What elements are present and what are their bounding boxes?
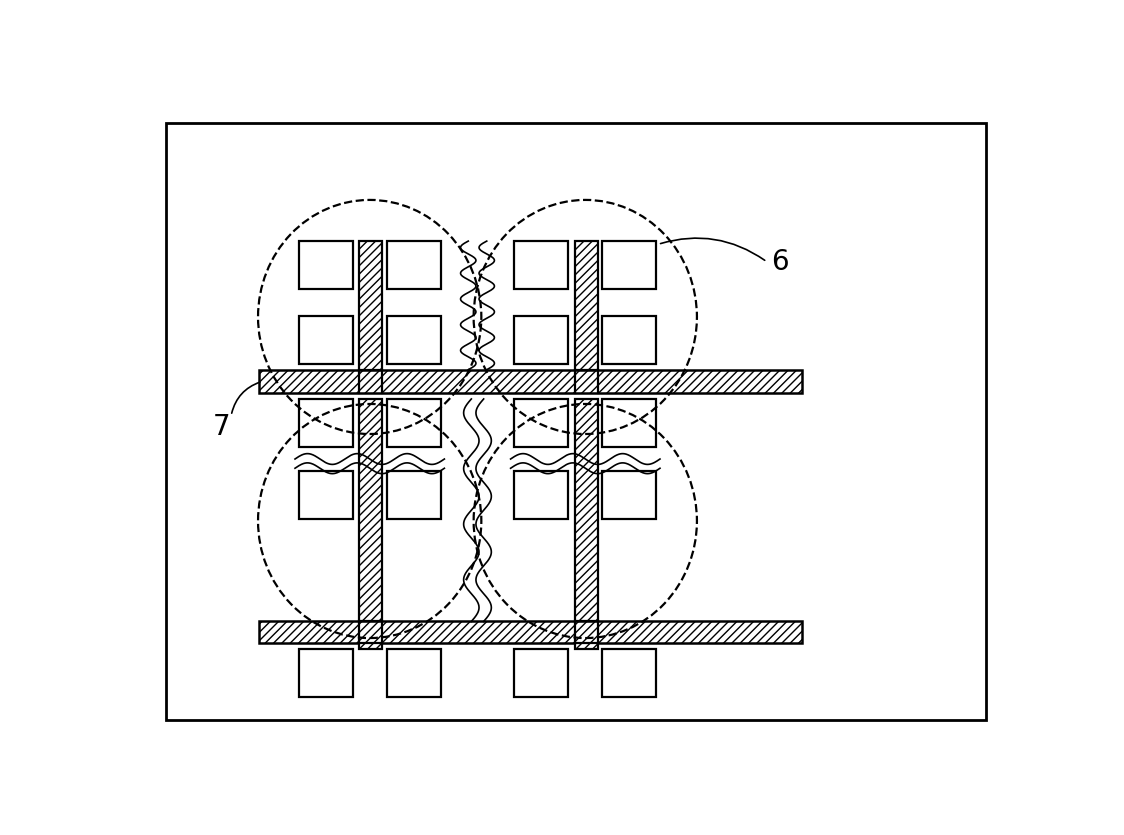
- Bar: [359, 643, 382, 649]
- Bar: [359, 399, 382, 621]
- Text: 7: 7: [214, 413, 230, 442]
- Bar: [387, 316, 441, 363]
- Bar: [515, 649, 569, 697]
- Bar: [602, 649, 656, 697]
- Bar: [574, 399, 598, 621]
- Bar: [574, 241, 598, 370]
- Bar: [387, 649, 441, 697]
- Bar: [299, 241, 353, 289]
- Bar: [387, 241, 441, 289]
- Bar: [299, 649, 353, 697]
- Bar: [259, 370, 801, 392]
- Bar: [515, 399, 569, 447]
- Bar: [299, 316, 353, 363]
- Bar: [602, 471, 656, 519]
- Bar: [515, 241, 569, 289]
- Bar: [515, 316, 569, 363]
- Bar: [602, 316, 656, 363]
- Bar: [299, 399, 353, 447]
- Bar: [602, 241, 656, 289]
- Text: 6: 6: [771, 248, 788, 276]
- Bar: [359, 241, 382, 370]
- Bar: [387, 471, 441, 519]
- Bar: [574, 643, 598, 649]
- Bar: [299, 471, 353, 519]
- Bar: [602, 399, 656, 447]
- Bar: [515, 471, 569, 519]
- Bar: [259, 621, 801, 643]
- Bar: [387, 399, 441, 447]
